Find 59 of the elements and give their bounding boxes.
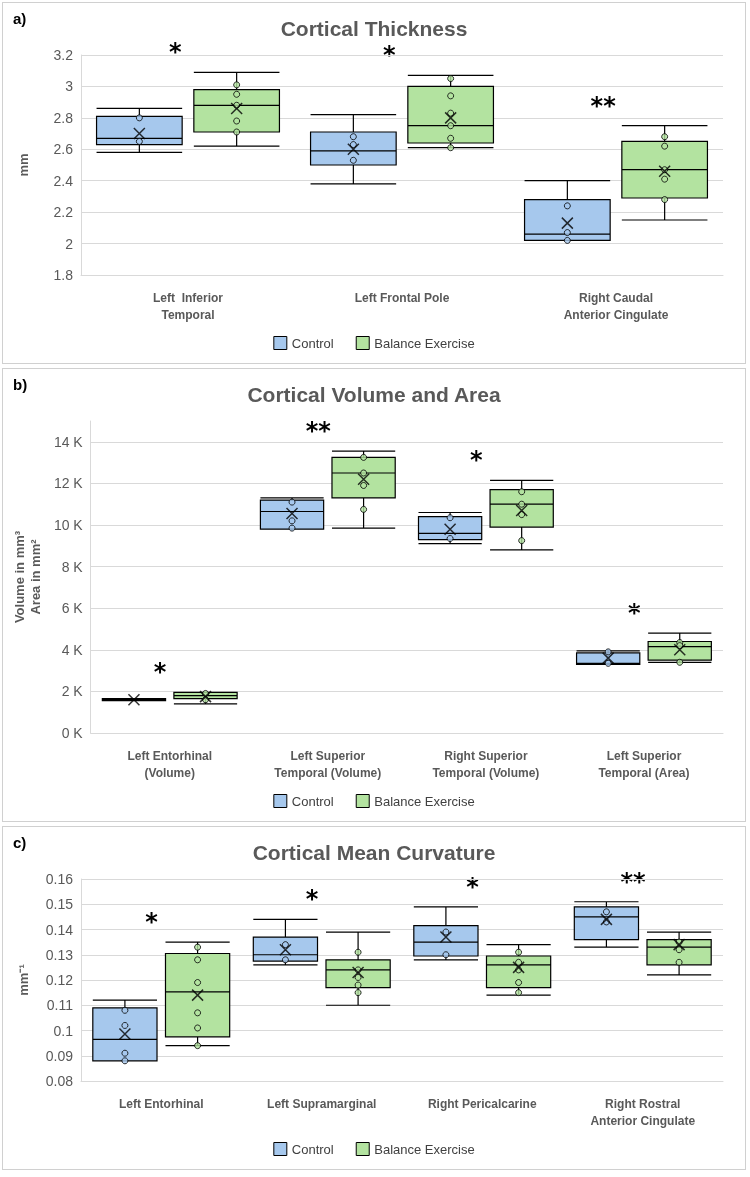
x-tick-label: Right Superior Temporal (Volume) bbox=[432, 748, 540, 780]
annotation: ** bbox=[590, 91, 617, 120]
y-tick-label: 4 K bbox=[61, 641, 84, 658]
y-tick-label: 0.12 bbox=[45, 972, 74, 988]
y-tick-label: 3 bbox=[65, 78, 74, 95]
y-tick-label: 2.6 bbox=[53, 141, 74, 158]
x-tick-label: Left Superior Temporal (Volume) bbox=[274, 748, 382, 780]
y-tick-label: 0.09 bbox=[45, 1047, 74, 1064]
x-tick-label: Right Pericalcarine bbox=[427, 1096, 537, 1111]
y-tick-label: 0.14 bbox=[45, 921, 74, 938]
chart-title: Cortical Thickness bbox=[280, 17, 468, 40]
annotation: * bbox=[469, 446, 483, 475]
annotation: ** bbox=[305, 417, 332, 446]
chart-title: Cortical Mean Curvature bbox=[252, 841, 496, 864]
y-tick-label: 12 K bbox=[53, 475, 84, 492]
y-tick-label: 2 bbox=[65, 235, 74, 252]
chart-title: Cortical Volume and Area bbox=[247, 383, 501, 406]
y-tick-label: 0.13 bbox=[45, 946, 74, 963]
y-tick-label: 2.4 bbox=[53, 172, 74, 189]
legend-label: Control bbox=[291, 335, 334, 351]
y-tick-label: 0.08 bbox=[45, 1073, 74, 1089]
x-tick-label: Left Entorhinal (Volume) bbox=[127, 748, 213, 780]
y-tick-label: 14 K bbox=[53, 433, 84, 450]
y-axis-title: mm bbox=[15, 153, 31, 177]
y-tick-label: 6 K bbox=[61, 600, 84, 617]
x-tick-label: Right Caudal Anterior Cingulate bbox=[563, 290, 669, 322]
x-tick-label: Right Rostral Anterior Cingulate bbox=[590, 1096, 696, 1128]
y-tick-label: 0 K bbox=[61, 725, 84, 741]
x-tick-label: Left Frontal Pole bbox=[354, 290, 450, 305]
annotation: * bbox=[168, 38, 182, 67]
y-tick-label: 0.15 bbox=[45, 896, 74, 913]
y-tick-label: 2 K bbox=[61, 683, 84, 700]
legend-label: Control bbox=[291, 1141, 334, 1157]
text: a) bbox=[13, 10, 27, 27]
y-axis-title: mm⁻¹ bbox=[15, 964, 31, 996]
annotation: * bbox=[153, 658, 167, 687]
legend-label: Balance Exercise bbox=[374, 1141, 475, 1157]
legend-label: Balance Exercise bbox=[374, 793, 475, 809]
x-tick-label: Left Superior Temporal (Area) bbox=[598, 748, 690, 780]
legend-label: Control bbox=[291, 793, 334, 809]
text: c) bbox=[13, 834, 27, 851]
y-tick-label: 0.11 bbox=[46, 997, 74, 1014]
y-tick-label: 1.8 bbox=[53, 267, 74, 283]
legend-label: Balance Exercise bbox=[374, 335, 475, 351]
y-tick-label: 10 K bbox=[53, 517, 84, 533]
text: b) bbox=[13, 376, 28, 393]
y-tick-label: 8 K bbox=[61, 558, 84, 575]
annotation: * bbox=[305, 885, 319, 914]
annotation: * bbox=[145, 908, 159, 937]
y-tick-label: 2.2 bbox=[53, 204, 74, 221]
x-tick-label: Left Supramarginal bbox=[267, 1096, 377, 1111]
y-tick-label: 0.1 bbox=[53, 1022, 74, 1039]
x-tick-label: Left Entorhinal bbox=[118, 1096, 204, 1111]
x-tick-label: Left Inferior Temporal bbox=[152, 290, 224, 322]
y-tick-label: 3.2 bbox=[53, 47, 74, 63]
y-tick-label: 0.16 bbox=[45, 871, 74, 887]
y-axis-title: Volume in mm³ Area in mm² bbox=[11, 530, 43, 624]
annotation: * bbox=[382, 41, 396, 70]
y-tick-label: 2.8 bbox=[53, 109, 74, 126]
